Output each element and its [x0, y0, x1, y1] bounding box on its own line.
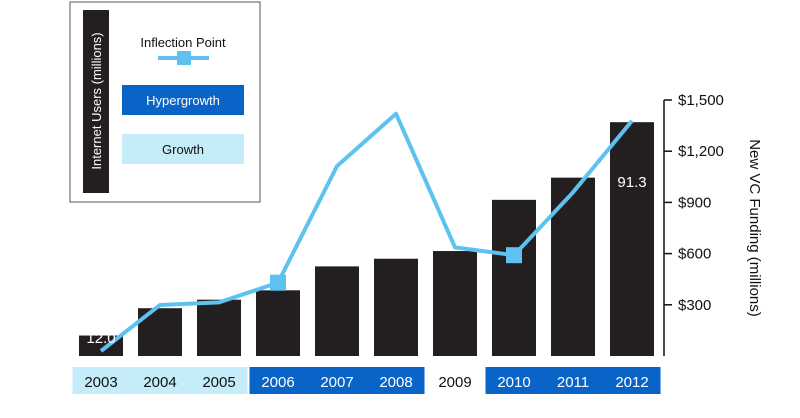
bar-2010 [492, 199, 536, 356]
legend-title-bar [83, 10, 109, 193]
inflection-marker-2006 [270, 274, 286, 291]
axis-tick-label-600: $600 [678, 246, 711, 263]
legend-growth-label: Growth [162, 142, 204, 157]
year-label-2012: 2012 [615, 374, 648, 391]
year-label-2003: 2003 [84, 374, 117, 391]
legend-growth-swatch [122, 134, 244, 164]
axis-tick-label-1500: $1,500 [678, 92, 724, 109]
year-label-2008: 2008 [379, 374, 412, 391]
bars [79, 122, 654, 356]
phase-band-hypergrowth-1 [249, 367, 425, 394]
legend: Internet Users (millions) Inflection Poi… [69, 1, 261, 203]
users-line-layer [99, 111, 634, 353]
data-label-2012: 91.3 [617, 174, 646, 191]
users-line [99, 111, 634, 353]
axis-tick-label-300: $300 [678, 297, 711, 314]
bar-2012 [610, 122, 654, 356]
year-label-2009: 2009 [438, 374, 471, 391]
bar-2009 [433, 251, 477, 356]
bar-2007 [315, 266, 359, 356]
bar-2006 [256, 290, 300, 356]
data-labels: 12.0 91.3 [86, 174, 646, 347]
phase-band-growth-0 [72, 367, 248, 394]
year-label-2007: 2007 [320, 374, 353, 391]
phase-bands [72, 367, 661, 394]
bar-2008 [374, 258, 418, 356]
inflection-marker-2010 [506, 247, 522, 264]
axis-tick-label-1200: $1,200 [678, 143, 724, 160]
legend-inflection-label: Inflection Point [140, 35, 226, 50]
legend-hypergrowth-swatch [122, 85, 244, 115]
axis-tick-label-900: $900 [678, 194, 711, 211]
legend-hypergrowth-label: Hypergrowth [146, 93, 220, 108]
bar-2011 [551, 177, 595, 356]
legend-title: Internet Users (millions) [89, 32, 104, 169]
phase-band-hypergrowth-2 [485, 367, 661, 394]
year-label-2010: 2010 [497, 374, 530, 391]
year-label-2011: 2011 [557, 374, 589, 391]
bar-2005 [197, 299, 241, 356]
data-label-2003: 12.0 [86, 330, 115, 347]
y-axis-title: New VC Funding (millions) [746, 139, 763, 317]
right-axis: $300 $600 $900 $1,200 $1,500 [663, 92, 724, 356]
year-label-2004: 2004 [143, 374, 176, 391]
year-label-2005: 2005 [202, 374, 235, 391]
legend-marker-sample [177, 51, 191, 65]
year-labels: 2003 2004 2005 2006 2007 2008 2009 2010 2011 2012 [84, 374, 648, 391]
year-label-2006: 2006 [261, 374, 294, 391]
